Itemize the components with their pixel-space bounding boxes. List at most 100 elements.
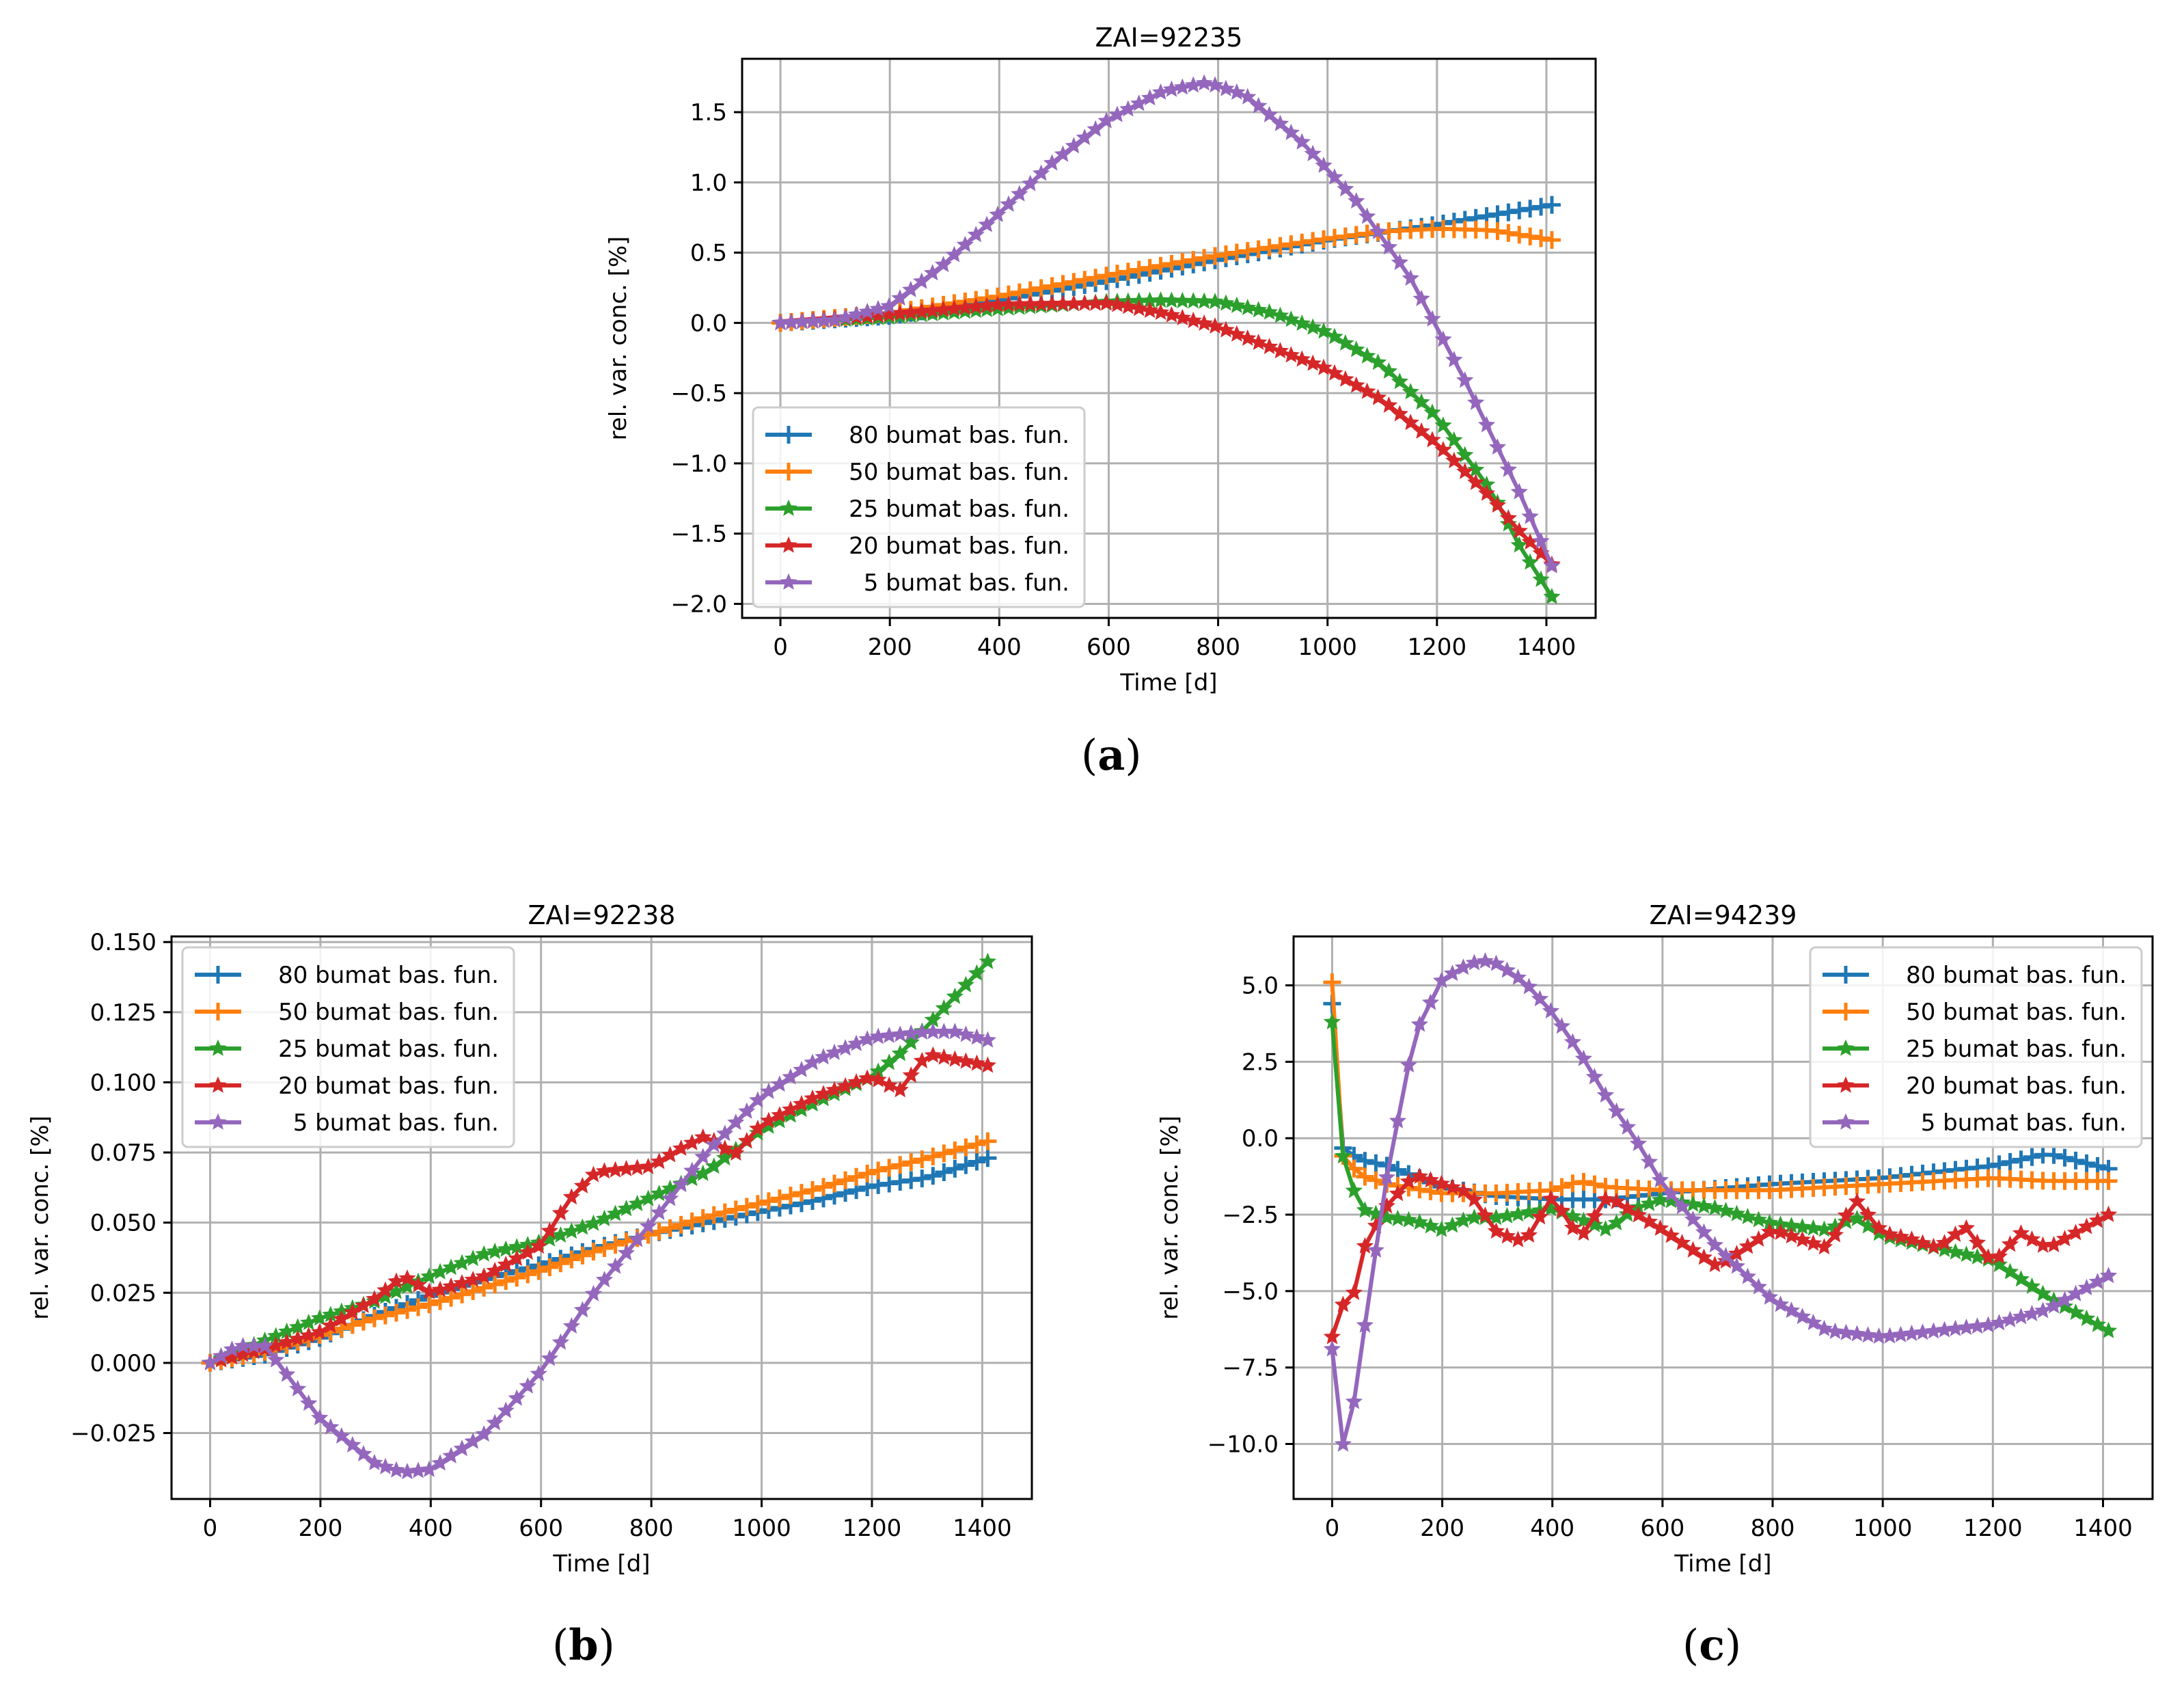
data-point xyxy=(1304,318,1322,335)
data-point xyxy=(715,1203,734,1221)
legend-marker xyxy=(1837,966,1855,984)
data-point xyxy=(1564,1033,1582,1050)
data-point xyxy=(1957,1245,1976,1262)
data-point xyxy=(694,1148,712,1165)
data-point xyxy=(979,952,997,969)
data-point xyxy=(738,1102,756,1119)
data-point xyxy=(1410,1180,1429,1199)
data-point xyxy=(497,1401,515,1418)
data-point xyxy=(1326,364,1343,381)
data-point xyxy=(1553,1178,1571,1196)
data-point xyxy=(1498,961,1516,978)
data-point xyxy=(880,1026,898,1043)
data-point xyxy=(1323,1340,1341,1357)
data-point xyxy=(1358,382,1376,399)
data-point xyxy=(2001,1310,2019,1327)
data-point xyxy=(1499,509,1518,526)
data-point xyxy=(836,1077,854,1094)
data-point xyxy=(1815,1319,1833,1336)
data-point xyxy=(333,1427,351,1444)
y-tick-label: 0.025 xyxy=(90,1280,156,1307)
data-point xyxy=(2088,1273,2107,1290)
y-axis-label: rel. var. conc. [%] xyxy=(27,1116,54,1320)
data-point xyxy=(1651,1191,1669,1208)
data-point xyxy=(672,1215,690,1234)
data-point xyxy=(2099,1267,2118,1284)
data-point xyxy=(1553,1017,1571,1034)
data-point xyxy=(1542,195,1561,214)
data-point xyxy=(530,1237,547,1254)
data-point xyxy=(617,1159,636,1177)
data-point xyxy=(355,1445,372,1462)
data-point xyxy=(726,1200,745,1219)
data-point xyxy=(1282,310,1300,327)
data-point xyxy=(551,1204,570,1221)
data-point xyxy=(1173,78,1192,95)
data-point xyxy=(1323,973,1341,992)
data-point xyxy=(201,1353,219,1370)
legend-marker xyxy=(780,536,797,553)
legend-entry: 5 bumat bas. fun. xyxy=(1921,1109,2127,1137)
y-tick-label: −2.0 xyxy=(670,591,727,618)
x-tick-label: 1200 xyxy=(1408,634,1467,661)
data-point xyxy=(1293,350,1311,367)
data-point xyxy=(1488,496,1507,513)
x-tick-label: 400 xyxy=(977,634,1022,661)
data-point xyxy=(749,1120,767,1137)
data-point xyxy=(486,1242,504,1259)
legend-box xyxy=(181,946,515,1148)
data-point xyxy=(1369,353,1387,370)
data-point xyxy=(771,1106,789,1123)
legend-box xyxy=(1809,946,2143,1148)
data-point xyxy=(1848,1192,1866,1209)
data-point xyxy=(475,1278,493,1297)
data-point xyxy=(1389,1111,1407,1129)
data-point xyxy=(551,1226,570,1243)
legend-entry: 50 bumat bas. fun. xyxy=(1906,999,2127,1026)
data-point xyxy=(661,1219,679,1237)
data-point xyxy=(792,1184,810,1202)
data-point xyxy=(278,1365,296,1382)
data-point xyxy=(1326,168,1343,185)
data-point xyxy=(716,1148,734,1166)
x-tick-label: 200 xyxy=(1420,1515,1464,1542)
data-point xyxy=(1924,1322,1943,1339)
data-point xyxy=(453,1273,471,1291)
data-point xyxy=(1108,105,1126,122)
data-point xyxy=(1521,227,1540,245)
data-point xyxy=(1356,1316,1374,1333)
data-point xyxy=(1356,1167,1374,1186)
data-point xyxy=(727,1144,745,1161)
data-point xyxy=(442,1277,460,1294)
data-point xyxy=(989,205,1007,222)
x-axis-label: Time [d] xyxy=(1119,669,1217,697)
data-point xyxy=(913,1170,931,1188)
y-tick-label: −10.0 xyxy=(1207,1431,1279,1458)
data-point xyxy=(1499,515,1518,532)
data-point xyxy=(913,1150,931,1169)
data-point xyxy=(1585,1207,1604,1224)
data-point xyxy=(1542,231,1561,249)
data-point xyxy=(771,1075,789,1092)
data-point xyxy=(355,1296,372,1314)
data-point xyxy=(508,1249,525,1267)
legend-entry: 25 bumat bas. fun. xyxy=(278,1036,499,1063)
chart-c: 0 200 400 600 800 1000 1200 1400 −10.0 −7.5 −5.0 −2… xyxy=(1156,900,2154,1578)
data-point xyxy=(1542,1001,1560,1019)
data-point xyxy=(1892,1325,1910,1342)
data-point xyxy=(2023,1230,2041,1247)
data-point xyxy=(1837,1206,1855,1224)
data-point xyxy=(464,1282,482,1300)
legend-entry: 20 bumat bas. fun. xyxy=(849,532,1069,560)
series-5-bumat xyxy=(772,74,1561,573)
x-axis-label: Time [d] xyxy=(552,1550,650,1578)
data-point xyxy=(1423,431,1441,448)
data-point xyxy=(1334,1147,1352,1164)
data-point xyxy=(486,1262,504,1279)
data-point xyxy=(344,1303,361,1320)
data-point xyxy=(1815,1238,1833,1255)
data-point xyxy=(1380,396,1398,413)
data-point xyxy=(442,1288,461,1307)
data-point xyxy=(1162,80,1181,97)
data-point xyxy=(1902,1230,1921,1247)
